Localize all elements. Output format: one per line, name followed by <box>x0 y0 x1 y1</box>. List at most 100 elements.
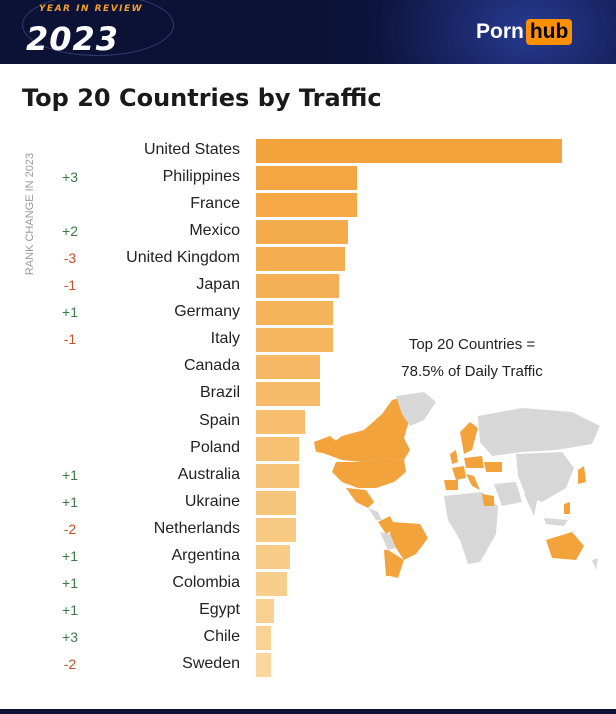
bar <box>256 301 333 326</box>
rank-change-label: +1 <box>62 466 78 483</box>
header-glow <box>330 0 616 64</box>
chart-row: +3 Chile <box>0 625 616 652</box>
chart-row: +1 Colombia <box>0 571 616 598</box>
country-label: Canada <box>183 357 240 375</box>
chart-row: -1 Italy <box>0 327 616 354</box>
map-scandinavia <box>460 422 478 454</box>
bar <box>256 166 357 191</box>
year-in-review-label: YEAR IN REVIEW <box>38 4 144 14</box>
traffic-annotation-line2: 78.5% of Daily Traffic <box>401 363 543 380</box>
country-label: Chile <box>203 627 240 645</box>
country-label: Australia <box>177 465 240 483</box>
bar <box>256 490 296 515</box>
country-label: Philippines <box>162 168 240 186</box>
chart-row: -2 Netherlands <box>0 517 616 544</box>
country-label: Germany <box>174 303 240 321</box>
map-spain <box>444 480 458 490</box>
country-label: Japan <box>196 276 240 294</box>
world-map <box>314 392 600 578</box>
rank-change-label: +3 <box>62 628 78 645</box>
brand-logo-part1: Porn <box>476 20 524 43</box>
year-label: 2023 <box>26 20 120 58</box>
rank-change-label: -2 <box>63 655 77 672</box>
map-greenland <box>396 392 436 426</box>
rank-change-label: -1 <box>63 331 77 348</box>
chart-row: +1 Ukraine <box>0 490 616 517</box>
rank-change-label: +1 <box>62 493 78 510</box>
bar <box>256 544 290 569</box>
bar <box>256 139 562 163</box>
bar <box>256 571 287 596</box>
country-label: Italy <box>210 330 240 348</box>
rank-change-label: +3 <box>62 169 78 186</box>
footer-strip <box>0 709 616 714</box>
bar <box>256 328 333 353</box>
map-australia <box>546 532 584 560</box>
map-canada <box>320 396 416 462</box>
map-ukraine <box>484 462 502 472</box>
chart-title: Top 20 Countries by Traffic <box>22 84 382 112</box>
bar <box>256 382 321 407</box>
brand-logo: Porn hub <box>476 18 573 46</box>
map-japan <box>578 466 586 484</box>
chart-row: +2 Mexico <box>0 219 616 246</box>
bar <box>256 247 345 272</box>
chart-row: Brazil <box>0 381 616 408</box>
country-label: Mexico <box>189 222 240 240</box>
rank-change-label: +1 <box>62 601 78 618</box>
map-alaska <box>314 436 340 454</box>
chart-row: +1 Australia <box>0 463 616 490</box>
bar <box>256 220 348 245</box>
map-asia <box>516 452 574 502</box>
map-chile <box>384 550 390 576</box>
map-brazil <box>390 522 428 560</box>
rank-change-label: +2 <box>62 223 78 240</box>
chart-row: -2 Sweden <box>0 652 616 679</box>
brand-logo-part2: hub <box>525 19 573 45</box>
chart-row: Poland <box>0 436 616 463</box>
map-new-zealand <box>592 558 598 570</box>
bar <box>256 355 321 380</box>
bar <box>256 436 299 461</box>
rank-change-label: -1 <box>63 277 77 294</box>
map-indonesia <box>544 518 568 526</box>
chart-row: Spain <box>0 409 616 436</box>
map-egypt <box>482 494 494 506</box>
chart-row: +1 Argentina <box>0 544 616 571</box>
country-label: Sweden <box>182 654 240 672</box>
country-label: Brazil <box>199 384 240 402</box>
country-label: Netherlands <box>153 519 240 537</box>
bar <box>256 598 275 623</box>
map-africa <box>444 492 498 564</box>
chart-row: Canada <box>0 354 616 381</box>
country-label: Ukraine <box>184 492 240 510</box>
country-label: Colombia <box>172 573 240 591</box>
traffic-annotation-line1: Top 20 Countries = <box>408 336 536 353</box>
map-italy <box>466 474 480 490</box>
chart-row: +3 Philippines <box>0 165 616 192</box>
map-russia <box>478 408 600 456</box>
map-uk <box>450 450 458 464</box>
rank-change-label: -3 <box>63 250 77 267</box>
map-usa <box>332 458 406 488</box>
map-india <box>524 494 538 516</box>
country-label: Poland <box>190 438 240 456</box>
chart-row: +1 Germany <box>0 300 616 327</box>
country-label: Spain <box>199 411 240 429</box>
chart-row: France <box>0 192 616 219</box>
map-central-america <box>368 508 382 520</box>
chart-row: -3 United Kingdom <box>0 246 616 273</box>
bar <box>256 193 357 218</box>
country-label: United Kingdom <box>126 249 240 267</box>
badge-ring <box>22 0 174 56</box>
bar <box>256 463 299 488</box>
map-peru <box>380 532 396 550</box>
bar <box>256 625 272 650</box>
country-label: United States <box>143 141 240 158</box>
map-philippines <box>564 502 570 514</box>
map-germany-poland <box>464 456 484 468</box>
chart-row: +1 Egypt <box>0 598 616 625</box>
rank-change-label: -2 <box>63 520 77 537</box>
rank-change-label: +1 <box>62 547 78 564</box>
bar <box>256 517 296 542</box>
